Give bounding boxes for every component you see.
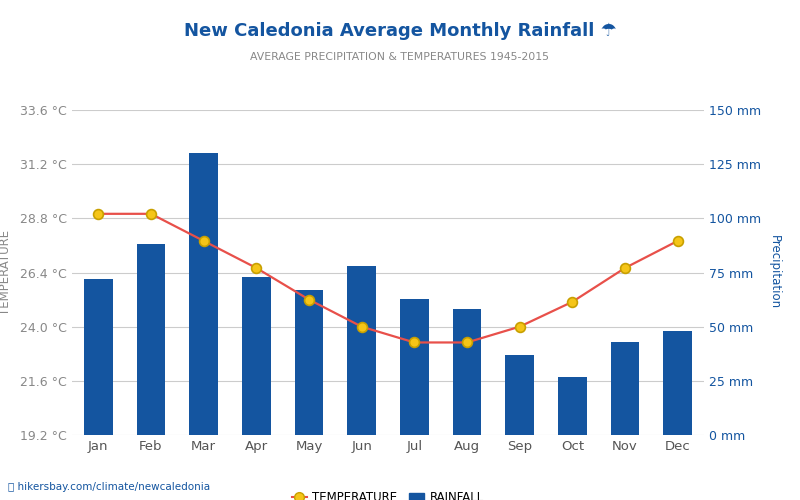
Bar [400, 298, 429, 435]
Point [461, 338, 474, 346]
Y-axis label: Precipitation: Precipitation [767, 236, 781, 310]
Point [250, 264, 262, 272]
Point [198, 237, 210, 245]
Point [514, 322, 526, 330]
Text: 🌍 hikersbay.com/climate/newcaledonia: 🌍 hikersbay.com/climate/newcaledonia [8, 482, 210, 492]
Bar [294, 290, 323, 435]
Bar [347, 266, 376, 435]
Bar [558, 376, 587, 435]
Point [566, 298, 578, 306]
Bar [137, 244, 166, 435]
Y-axis label: TEMPERATURE: TEMPERATURE [0, 230, 12, 315]
Point [302, 296, 315, 304]
Bar [663, 331, 692, 435]
Bar [505, 355, 534, 435]
Text: AVERAGE PRECIPITATION & TEMPERATURES 1945-2015: AVERAGE PRECIPITATION & TEMPERATURES 194… [250, 52, 550, 62]
Point [145, 210, 158, 218]
Point [618, 264, 631, 272]
Bar [189, 154, 218, 435]
Point [92, 210, 105, 218]
Bar [453, 310, 482, 435]
Point [408, 338, 421, 346]
Point [355, 322, 368, 330]
Bar [84, 279, 113, 435]
Bar [610, 342, 639, 435]
Bar [242, 277, 271, 435]
Legend: TEMPERATURE, RAINFALL: TEMPERATURE, RAINFALL [288, 486, 488, 500]
Point [671, 237, 684, 245]
Text: New Caledonia Average Monthly Rainfall ☂: New Caledonia Average Monthly Rainfall ☂ [184, 22, 616, 40]
